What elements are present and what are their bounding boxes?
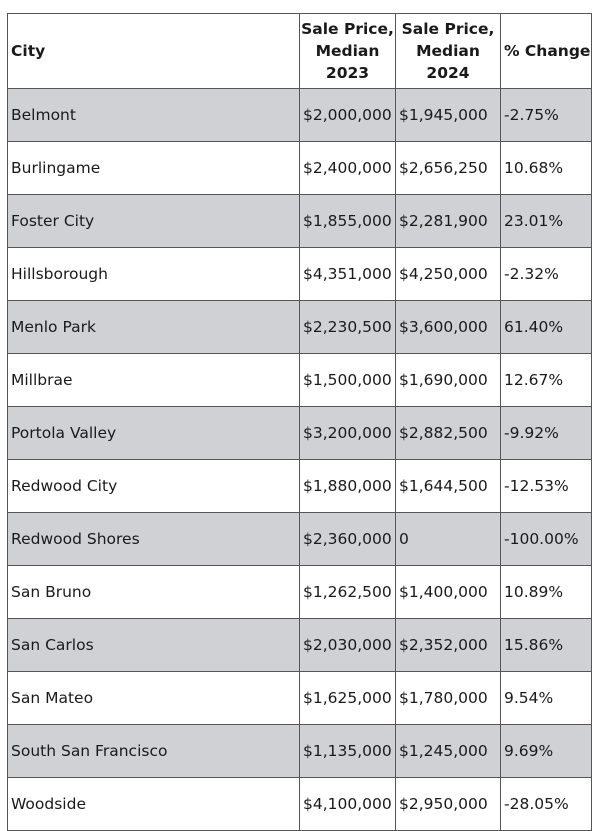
price-2023-cell: $1,880,000 [299, 459, 396, 513]
change-cell: 15.86% [500, 618, 592, 672]
table-row: Menlo Park $2,230,500 $3,600,000 61.40% [7, 300, 592, 354]
price-2024-cell: $2,656,250 [395, 141, 501, 195]
change-cell: 12.67% [500, 353, 592, 407]
change-cell: -9.92% [500, 406, 592, 460]
change-cell: 9.69% [500, 724, 592, 778]
price-2023-cell: $2,400,000 [299, 141, 396, 195]
price-2024-cell: $1,644,500 [395, 459, 501, 513]
table-row: San Mateo $1,625,000 $1,780,000 9.54% [7, 671, 592, 725]
price-2024-cell: $1,690,000 [395, 353, 501, 407]
header-price-2024: Sale Price, Median 2024 [395, 13, 501, 89]
price-2024-cell: $2,281,900 [395, 194, 501, 248]
change-cell: -100.00% [500, 512, 592, 566]
city-cell: Redwood Shores [7, 512, 300, 566]
table-row: Hillsborough $4,351,000 $4,250,000 -2.32% [7, 247, 592, 301]
price-2023-cell: $1,625,000 [299, 671, 396, 725]
price-2024-cell: $4,250,000 [395, 247, 501, 301]
city-cell: Foster City [7, 194, 300, 248]
table-row: San Bruno $1,262,500 $1,400,000 10.89% [7, 565, 592, 619]
price-2023-cell: $2,000,000 [299, 88, 396, 142]
price-2024-cell: $1,245,000 [395, 724, 501, 778]
price-2023-cell: $2,230,500 [299, 300, 396, 354]
table-row: Foster City $1,855,000 $2,281,900 23.01% [7, 194, 592, 248]
city-cell: Hillsborough [7, 247, 300, 301]
header-row: City Sale Price, Median 2023 Sale Price,… [7, 13, 592, 89]
price-2024-cell: $1,780,000 [395, 671, 501, 725]
table-row: Portola Valley $3,200,000 $2,882,500 -9.92% [7, 406, 592, 460]
change-cell: -2.32% [500, 247, 592, 301]
price-2023-cell: $2,360,000 [299, 512, 396, 566]
change-cell: 9.54% [500, 671, 592, 725]
price-2023-cell: $4,100,000 [299, 777, 396, 831]
change-cell: 10.89% [500, 565, 592, 619]
price-2023-cell: $2,030,000 [299, 618, 396, 672]
price-2024-cell: $2,352,000 [395, 618, 501, 672]
city-cell: Menlo Park [7, 300, 300, 354]
price-2023-cell: $1,262,500 [299, 565, 396, 619]
median-price-table: City Sale Price, Median 2023 Sale Price,… [7, 13, 592, 831]
price-2023-cell: $3,200,000 [299, 406, 396, 460]
price-2024-cell: $1,400,000 [395, 565, 501, 619]
price-2024-cell: 0 [395, 512, 501, 566]
price-2023-cell: $1,855,000 [299, 194, 396, 248]
city-cell: San Carlos [7, 618, 300, 672]
change-cell: -28.05% [500, 777, 592, 831]
city-cell: San Mateo [7, 671, 300, 725]
price-2023-cell: $1,135,000 [299, 724, 396, 778]
price-2024-cell: $3,600,000 [395, 300, 501, 354]
price-2023-cell: $1,500,000 [299, 353, 396, 407]
header-price-2023: Sale Price, Median 2023 [299, 13, 396, 89]
price-2024-cell: $2,950,000 [395, 777, 501, 831]
table-body: Belmont $2,000,000 $1,945,000 -2.75% Burling… [7, 88, 592, 831]
table-row: Redwood Shores $2,360,000 0 -100.00% [7, 512, 592, 566]
price-2023-cell: $4,351,000 [299, 247, 396, 301]
city-cell: Burlingame [7, 141, 300, 195]
price-2024-cell: $2,882,500 [395, 406, 501, 460]
table-row: Burlingame $2,400,000 $2,656,250 10.68% [7, 141, 592, 195]
city-cell: Portola Valley [7, 406, 300, 460]
city-cell: Woodside [7, 777, 300, 831]
table-row: Woodside $4,100,000 $2,950,000 -28.05% [7, 777, 592, 831]
city-cell: San Bruno [7, 565, 300, 619]
city-cell: Redwood City [7, 459, 300, 513]
change-cell: -12.53% [500, 459, 592, 513]
table-row: Redwood City $1,880,000 $1,644,500 -12.53% [7, 459, 592, 513]
city-cell: South San Francisco [7, 724, 300, 778]
city-cell: Millbrae [7, 353, 300, 407]
header-city: City [7, 13, 300, 89]
change-cell: 23.01% [500, 194, 592, 248]
table-row: Millbrae $1,500,000 $1,690,000 12.67% [7, 353, 592, 407]
table-row: Belmont $2,000,000 $1,945,000 -2.75% [7, 88, 592, 142]
header-change: % Change [500, 13, 592, 89]
change-cell: 10.68% [500, 141, 592, 195]
table-row: South San Francisco $1,135,000 $1,245,000 9… [7, 724, 592, 778]
change-cell: -2.75% [500, 88, 592, 142]
table-row: San Carlos $2,030,000 $2,352,000 15.86% [7, 618, 592, 672]
price-2024-cell: $1,945,000 [395, 88, 501, 142]
change-cell: 61.40% [500, 300, 592, 354]
city-cell: Belmont [7, 88, 300, 142]
